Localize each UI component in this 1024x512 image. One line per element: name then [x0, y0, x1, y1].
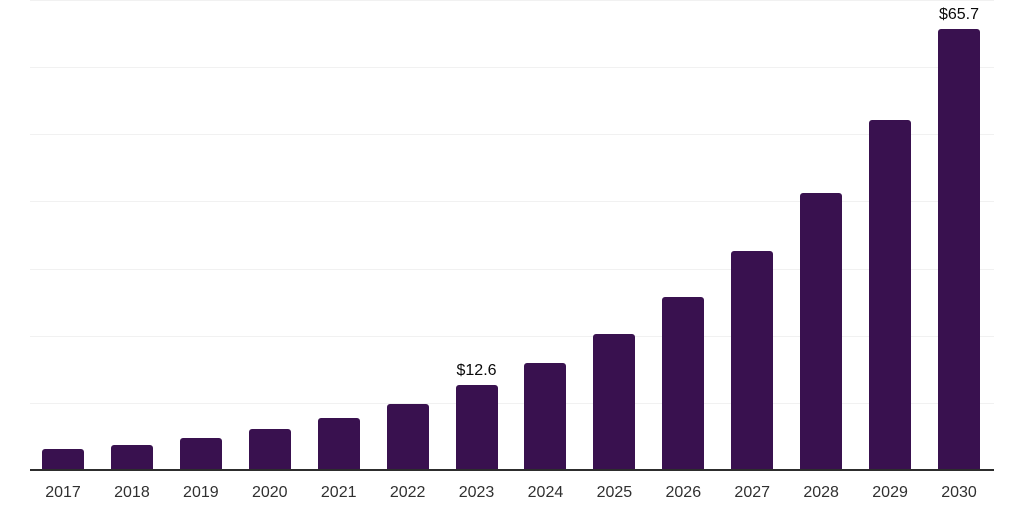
x-axis-tick-labels: 2017 2018 2019 2020 2021 2022 2023 2024 2025 2026… — [30, 485, 994, 507]
bar-2027 — [731, 251, 774, 470]
gridline-10 — [30, 402, 994, 404]
bar-2019 — [179, 437, 222, 470]
bar-2030 — [937, 28, 980, 470]
bar-2021 — [317, 418, 360, 470]
gridline-60 — [30, 67, 994, 69]
gridline-30 — [30, 268, 994, 270]
x-axis-line — [30, 469, 994, 471]
data-label-2023: $12.6 — [456, 362, 497, 380]
gridline-20 — [30, 335, 994, 337]
x-tick-2024: 2024 — [527, 484, 564, 501]
x-tick-2027: 2027 — [734, 484, 771, 501]
bar-2022 — [386, 404, 429, 470]
gridline-40 — [30, 201, 994, 203]
x-tick-2020: 2020 — [251, 484, 288, 501]
x-tick-2029: 2029 — [872, 484, 908, 501]
bar-2026 — [662, 297, 705, 470]
x-tick-2026: 2026 — [665, 484, 702, 501]
gridline-70 — [30, 0, 994, 1]
bar-2018 — [110, 444, 153, 470]
bar-2028 — [800, 192, 843, 470]
x-tick-2023: 2023 — [458, 484, 495, 501]
x-tick-2025: 2025 — [596, 484, 633, 501]
x-tick-2018: 2018 — [114, 484, 150, 501]
x-tick-2030: 2030 — [941, 484, 977, 501]
bar-2020 — [248, 429, 291, 470]
bar-2029 — [869, 120, 912, 470]
bar-2025 — [593, 333, 636, 470]
x-tick-2019: 2019 — [183, 484, 219, 501]
x-tick-2022: 2022 — [389, 484, 426, 501]
bar-2023 — [455, 385, 498, 470]
bar-2024 — [524, 362, 567, 470]
bar-2017 — [42, 449, 84, 470]
x-tick-2017: 2017 — [45, 484, 81, 501]
gridline-50 — [30, 134, 994, 136]
x-tick-2028: 2028 — [803, 484, 839, 501]
data-label-2030: $65.7 — [938, 5, 980, 23]
plot-area: $12.6 $65.7 — [30, 0, 994, 470]
x-tick-2021: 2021 — [320, 484, 357, 501]
